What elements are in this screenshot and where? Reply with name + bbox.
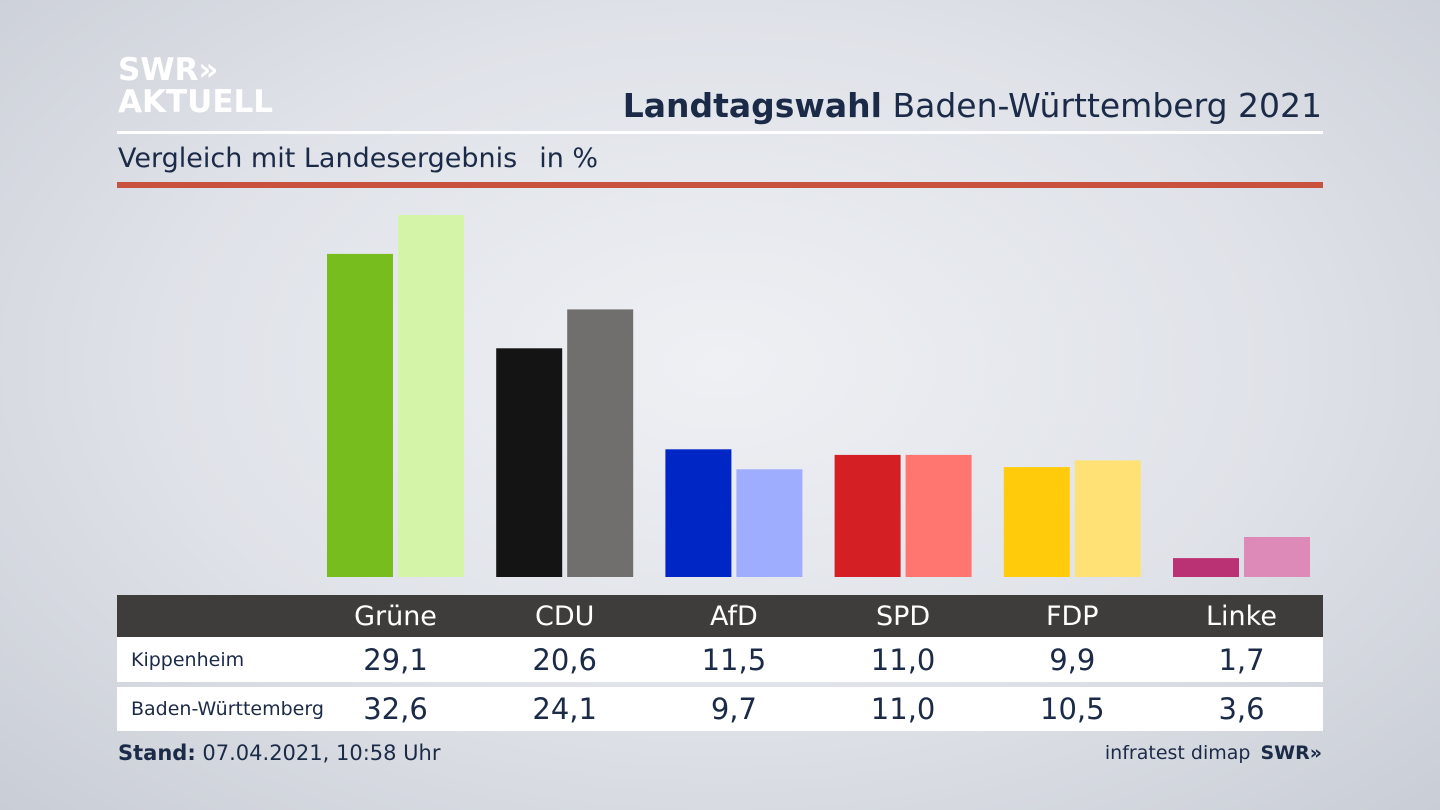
subtitle-divider <box>117 182 1323 188</box>
bar-grne-local <box>327 253 393 577</box>
table-cell: 3,6 <box>1218 692 1265 726</box>
table-cell: 9,9 <box>1049 642 1096 677</box>
column-header: SPD <box>875 600 931 632</box>
table-header: Grüne CDU AfD SPD FDP Linke <box>117 595 1323 637</box>
bar-linke-local <box>1173 558 1239 577</box>
table-row: Baden-Württemberg 32,6 24,1 9,7 11,0 10,5 3,6 <box>117 687 1323 731</box>
logo-line-1: SWR» <box>118 52 219 88</box>
table-cell: 1,7 <box>1218 642 1265 677</box>
row-label: Kippenheim <box>131 648 245 671</box>
stand-label: Stand: <box>118 741 196 765</box>
column-header: CDU <box>534 600 595 632</box>
bar-cdu-state <box>567 309 634 577</box>
bar-spd-local <box>834 454 901 577</box>
column-header: AfD <box>709 600 758 632</box>
column-header: Grüne <box>354 600 437 632</box>
bar-chart <box>327 215 1310 577</box>
bar-fdp-state <box>1074 460 1141 577</box>
table-cell: 20,6 <box>532 642 597 677</box>
table-cell: 10,5 <box>1040 692 1105 726</box>
table-cell: 11,5 <box>701 642 767 677</box>
source-credit: infratest dimap SWR» <box>1105 742 1322 764</box>
stand-value: 07.04.2021, 10:58 Uhr <box>195 741 441 765</box>
column-header: FDP <box>1045 600 1099 632</box>
title-rest: Baden-Württemberg 2021 <box>881 86 1322 125</box>
bar-fdp-local <box>1003 467 1070 577</box>
table-cell: 9,7 <box>710 692 757 726</box>
subtitle-text: Vergleich mit Landesergebnis <box>118 143 518 174</box>
bar-afd-state <box>736 469 803 577</box>
swr-brand: SWR» <box>1260 742 1322 764</box>
column-header: Linke <box>1206 600 1277 632</box>
page-title: Landtagswahl Baden-Württemberg 2021 <box>623 86 1322 125</box>
table-cell: 24,1 <box>532 692 597 726</box>
title-divider <box>117 131 1323 134</box>
bar-linke-state <box>1244 537 1310 577</box>
table-cell: 29,1 <box>363 642 428 677</box>
bar-spd-state <box>905 454 972 577</box>
table-cell: 32,6 <box>363 692 428 726</box>
title-bold: Landtagswahl <box>622 86 882 125</box>
logo-line-2: AKTUELL <box>118 84 274 120</box>
timestamp: Stand: 07.04.2021, 10:58 Uhr <box>118 741 441 765</box>
chart-subtitle: Vergleich mit Landesergebnis in % <box>118 143 598 174</box>
results-table: Grüne CDU AfD SPD FDP Linke Kippenheim 29,1 20,… <box>117 595 1323 731</box>
source-name: infratest dimap <box>1104 742 1251 764</box>
table-cell: 11,0 <box>870 642 936 677</box>
bar-cdu-local <box>496 348 563 577</box>
subtitle-unit: in % <box>539 143 599 174</box>
bar-grne-state <box>398 215 464 577</box>
row-label: Baden-Württemberg <box>131 698 324 720</box>
bar-afd-local <box>665 449 732 577</box>
table-row: Kippenheim 29,1 20,6 11,5 11,0 9,9 1,7 <box>117 637 1323 682</box>
swr-aktuell-logo: SWR» AKTUELL <box>118 54 273 118</box>
table-body: Kippenheim 29,1 20,6 11,5 11,0 9,9 1,7 Baden-Wü… <box>117 637 1323 731</box>
table-cell: 11,0 <box>870 692 936 726</box>
